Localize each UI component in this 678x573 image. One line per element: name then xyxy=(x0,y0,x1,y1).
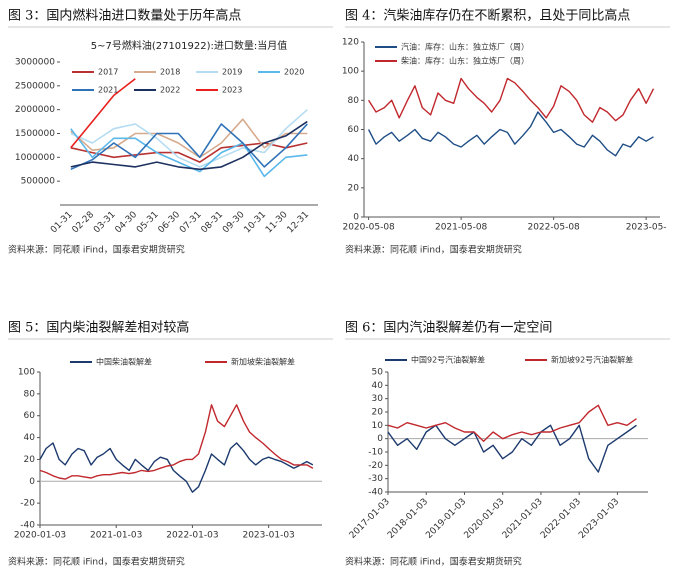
y-tick-label: 40 xyxy=(348,154,360,164)
x-tick-label: 2020-01-03 xyxy=(14,531,66,541)
legend-label: 新加坡柴油裂解差 xyxy=(231,357,295,367)
legend-label: 新加坡92号汽油裂解差 xyxy=(551,355,633,365)
y-tick-label: -20 xyxy=(20,499,35,509)
x-tick-label: 05-31 xyxy=(135,210,161,236)
y-tick-label: 60 xyxy=(348,125,360,135)
x-tick-label: 10-31 xyxy=(243,210,269,236)
y-tick-label: 40 xyxy=(24,433,36,443)
y-tick-label: 20 xyxy=(348,183,360,193)
series-line xyxy=(367,111,654,157)
x-tick-label: 06-30 xyxy=(157,210,183,236)
y-tick-label: 10 xyxy=(372,421,384,431)
x-tick-label: 2022-05-08 xyxy=(527,223,580,233)
x-tick-label: 2023-01-03 xyxy=(577,497,621,541)
y-tick-label: 100 xyxy=(342,67,359,77)
series-line xyxy=(70,142,308,163)
y-tick-label: 50 xyxy=(372,368,384,378)
y-tick-label: 500000 xyxy=(21,177,56,187)
x-tick-label: 03-31 xyxy=(92,210,118,236)
chart-title: 图 3：国内燃料油进口数量处于历年高点 xyxy=(8,8,241,24)
series-line xyxy=(39,442,314,493)
y-tick-label: 3000000 xyxy=(15,58,55,68)
source: 资料来源：同花顺 iFind，国泰君安期货研究 xyxy=(8,244,185,256)
x-tick-label: 2021-05-08 xyxy=(435,223,488,233)
legend-label: 2023 xyxy=(222,86,242,95)
y-tick-label: 80 xyxy=(348,96,360,106)
subtitle: 5~7号燃料油(27101922):进口数量:当月值 xyxy=(91,39,288,52)
chart-title: 图 4：汽柴油库存仍在不断累积，且处于同比高点 xyxy=(345,8,630,24)
y-tick-label: 1000000 xyxy=(15,153,55,163)
source: 资料来源：同花顺 iFind，国泰君安期货研究 xyxy=(8,556,185,568)
x-tick-label: 09-30 xyxy=(221,210,247,236)
x-tick-label: 07-31 xyxy=(178,210,204,236)
y-tick-label: 100 xyxy=(18,368,35,378)
chart-title: 图 6：国内汽油裂解差仍有一定空间 xyxy=(345,320,552,336)
x-tick-label: 2023-01-03 xyxy=(242,531,294,541)
series-line xyxy=(368,77,655,123)
x-tick-label: 01-31 xyxy=(49,210,75,236)
legend-label: 中国柴油裂解差 xyxy=(96,357,152,367)
series-line xyxy=(70,120,308,171)
y-tick-label: 120 xyxy=(342,38,359,48)
legend-label: 2022 xyxy=(160,86,180,95)
y-tick-label: 1500000 xyxy=(15,129,55,139)
y-tick-label: -20 xyxy=(368,461,383,471)
y-tick-label: 0 xyxy=(377,434,383,444)
y-tick-label: 20 xyxy=(372,408,384,418)
source: 资料来源：同花顺 iFind，国泰君安期货研究 xyxy=(345,556,522,568)
y-tick-label: 2000000 xyxy=(15,105,55,115)
series-line xyxy=(70,123,308,171)
legend-label: 汽油：库存：山东：独立炼厂（周） xyxy=(401,42,529,52)
y-tick-label: -40 xyxy=(368,488,383,498)
legend-label: 2021 xyxy=(98,86,118,95)
x-tick-label: 08-31 xyxy=(200,210,226,236)
source: 资料来源：同花顺 iFind，国泰君安期货研究 xyxy=(345,244,522,256)
y-tick-label: 20 xyxy=(24,455,36,465)
chart-title: 图 5：国内柴油裂解差相对较高 xyxy=(8,320,189,336)
series-line xyxy=(387,424,637,473)
y-tick-label: 60 xyxy=(24,411,36,421)
y-tick-label: 0 xyxy=(29,477,35,487)
y-tick-label: 80 xyxy=(24,389,36,399)
x-tick-label: 11-30 xyxy=(264,210,290,236)
legend-label: 2020 xyxy=(284,68,304,77)
series-line xyxy=(70,118,308,159)
y-tick-label: -30 xyxy=(368,474,383,484)
x-tick-label: 04-30 xyxy=(114,210,140,236)
y-tick-label: -40 xyxy=(20,521,35,531)
series-line xyxy=(70,109,308,168)
y-tick-label: 2500000 xyxy=(15,81,55,91)
series-line xyxy=(70,78,136,149)
x-tick-label: 12-31 xyxy=(286,210,312,236)
y-tick-label: 40 xyxy=(372,381,384,391)
x-tick-label: 2023-05- xyxy=(626,223,667,233)
x-tick-label: 2021-01-03 xyxy=(90,531,142,541)
legend-label: 2017 xyxy=(98,68,118,77)
series-line xyxy=(387,404,637,442)
legend-label: 2018 xyxy=(160,68,180,77)
legend-label: 柴油：库存：山东：独立炼厂（周） xyxy=(401,56,529,66)
legend-label: 2019 xyxy=(222,68,242,77)
y-tick-label: -10 xyxy=(368,448,383,458)
x-tick-label: 2022-01-03 xyxy=(166,531,218,541)
series-line xyxy=(39,404,314,480)
y-tick-label: 0 xyxy=(353,213,359,223)
series-line xyxy=(70,128,308,178)
x-tick-label: 02-28 xyxy=(71,210,97,236)
legend-label: 中国92号汽油裂解差 xyxy=(411,355,485,365)
x-tick-label: 2020-05-08 xyxy=(342,223,395,233)
y-tick-label: 30 xyxy=(372,394,384,404)
